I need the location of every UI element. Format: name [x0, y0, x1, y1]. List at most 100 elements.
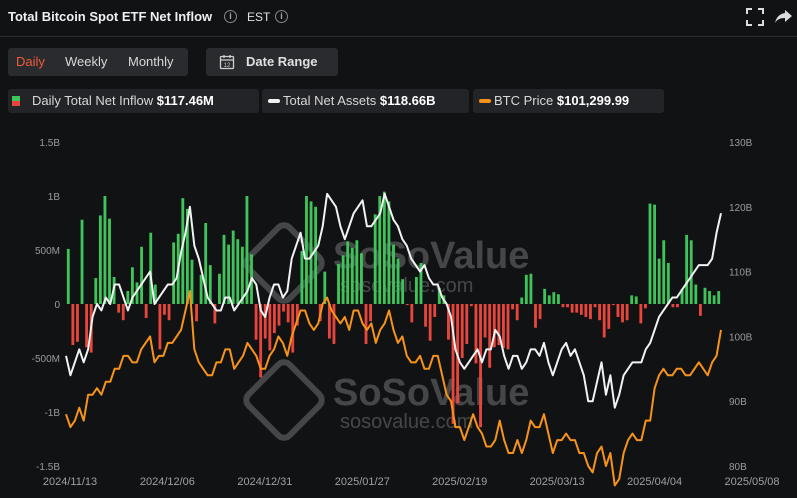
inflow-bar[interactable]	[227, 244, 231, 304]
inflow-bar[interactable]	[598, 304, 602, 321]
inflow-bar[interactable]	[204, 223, 208, 304]
inflow-bar[interactable]	[185, 208, 189, 304]
inflow-bar[interactable]	[263, 304, 267, 339]
fullscreen-icon[interactable]	[744, 6, 766, 28]
inflow-bar[interactable]	[671, 304, 675, 308]
inflow-bar[interactable]	[657, 258, 661, 304]
inflow-bar[interactable]	[149, 232, 153, 304]
inflow-bar[interactable]	[131, 267, 134, 304]
inflow-bar[interactable]	[350, 247, 354, 304]
inflow-bar[interactable]	[355, 240, 359, 304]
inflow-bar[interactable]	[579, 304, 583, 315]
inflow-bar[interactable]	[469, 304, 473, 307]
inflow-bar[interactable]	[190, 259, 194, 304]
inflow-bar[interactable]	[314, 206, 318, 304]
inflow-bar[interactable]	[382, 191, 386, 304]
inflow-bar[interactable]	[218, 273, 221, 304]
inflow-bar[interactable]	[158, 304, 162, 350]
date-range-button[interactable]: 12 Date Range	[206, 48, 338, 76]
inflow-bar[interactable]	[589, 304, 592, 320]
tab-monthly[interactable]: Monthly	[128, 54, 174, 69]
inflow-bar[interactable]	[346, 241, 350, 304]
inflow-bar[interactable]	[566, 304, 569, 308]
inflow-bar[interactable]	[85, 304, 89, 348]
inflow-bar[interactable]	[213, 304, 217, 324]
inflow-bar[interactable]	[689, 240, 693, 304]
inflow-bar[interactable]	[277, 304, 281, 326]
inflow-bar[interactable]	[94, 278, 98, 304]
inflow-bar[interactable]	[240, 246, 244, 304]
inflow-bar[interactable]	[634, 296, 638, 304]
inflow-bar[interactable]	[121, 304, 125, 321]
inflow-bar[interactable]	[616, 304, 620, 317]
inflow-bar[interactable]	[465, 304, 469, 344]
inflow-bar[interactable]	[373, 214, 377, 304]
inflow-bar[interactable]	[680, 288, 684, 304]
inflow-bar[interactable]	[396, 258, 400, 304]
inflow-bar[interactable]	[268, 304, 272, 351]
inflow-bar[interactable]	[401, 279, 405, 304]
info-icon[interactable]: i	[224, 10, 237, 23]
inflow-bar[interactable]	[621, 304, 624, 323]
inflow-bar[interactable]	[625, 304, 629, 321]
inflow-bar[interactable]	[648, 203, 652, 304]
inflow-bar[interactable]	[163, 304, 166, 315]
inflow-bar[interactable]	[497, 304, 501, 346]
inflow-bar[interactable]	[410, 304, 414, 323]
inflow-bar[interactable]	[492, 304, 496, 348]
inflow-bar[interactable]	[662, 240, 666, 304]
inflow-bar[interactable]	[254, 304, 258, 340]
inflow-bar[interactable]	[424, 304, 427, 327]
inflow-bar[interactable]	[552, 292, 556, 304]
inflow-bar[interactable]	[245, 196, 249, 304]
inflow-bar[interactable]	[506, 304, 510, 350]
inflow-bar[interactable]	[666, 262, 670, 304]
inflow-bar[interactable]	[387, 201, 391, 304]
inflow-bar[interactable]	[433, 304, 437, 317]
legend-btc[interactable]: BTC Price $101,299.99	[473, 89, 664, 113]
inflow-bar[interactable]	[66, 248, 70, 304]
inflow-bar[interactable]	[76, 304, 79, 342]
inflow-bar[interactable]	[126, 291, 130, 304]
inflow-bar[interactable]	[515, 304, 519, 321]
inflow-bar[interactable]	[460, 304, 464, 358]
inflow-bar[interactable]	[378, 196, 382, 304]
inflow-bar[interactable]	[575, 304, 579, 313]
inflow-bar[interactable]	[524, 274, 528, 304]
inflow-bar[interactable]	[323, 271, 327, 304]
inflow-bar[interactable]	[584, 304, 588, 317]
inflow-bar[interactable]	[488, 304, 492, 368]
inflow-bar[interactable]	[447, 304, 450, 340]
inflow-bar[interactable]	[337, 264, 340, 304]
inflow-bar[interactable]	[520, 297, 524, 304]
inflow-bar[interactable]	[639, 304, 643, 324]
inflow-bar[interactable]	[327, 304, 331, 339]
inflow-bar[interactable]	[286, 304, 290, 323]
inflow-bar[interactable]	[529, 273, 533, 304]
inflow-bar[interactable]	[717, 291, 721, 304]
inflow-bar[interactable]	[419, 262, 423, 304]
legend-inflow[interactable]: Daily Total Net Inflow $117.46M	[8, 89, 259, 113]
inflow-bar[interactable]	[300, 251, 304, 304]
inflow-bar[interactable]	[305, 196, 308, 304]
inflow-bar[interactable]	[108, 218, 111, 304]
inflow-bar[interactable]	[259, 304, 263, 378]
inflow-bar[interactable]	[534, 304, 537, 328]
inflow-bar[interactable]	[222, 234, 226, 304]
inflow-bar[interactable]	[703, 287, 707, 304]
inflow-bar[interactable]	[437, 287, 441, 304]
inflow-bar[interactable]	[282, 304, 285, 312]
inflow-bar[interactable]	[543, 288, 547, 304]
total-net-assets-line[interactable]	[65, 192, 722, 409]
inflow-bar[interactable]	[392, 244, 395, 304]
inflow-bar[interactable]	[360, 253, 363, 304]
inflow-bar[interactable]	[676, 304, 679, 308]
inflow-bar[interactable]	[341, 255, 345, 304]
inflow-bar[interactable]	[80, 219, 84, 304]
inflow-bar[interactable]	[570, 304, 574, 313]
inflow-bar[interactable]	[451, 304, 455, 424]
share-icon[interactable]	[772, 6, 794, 28]
inflow-bar[interactable]	[712, 295, 716, 304]
inflow-bar[interactable]	[698, 304, 702, 316]
inflow-bar[interactable]	[479, 304, 482, 428]
